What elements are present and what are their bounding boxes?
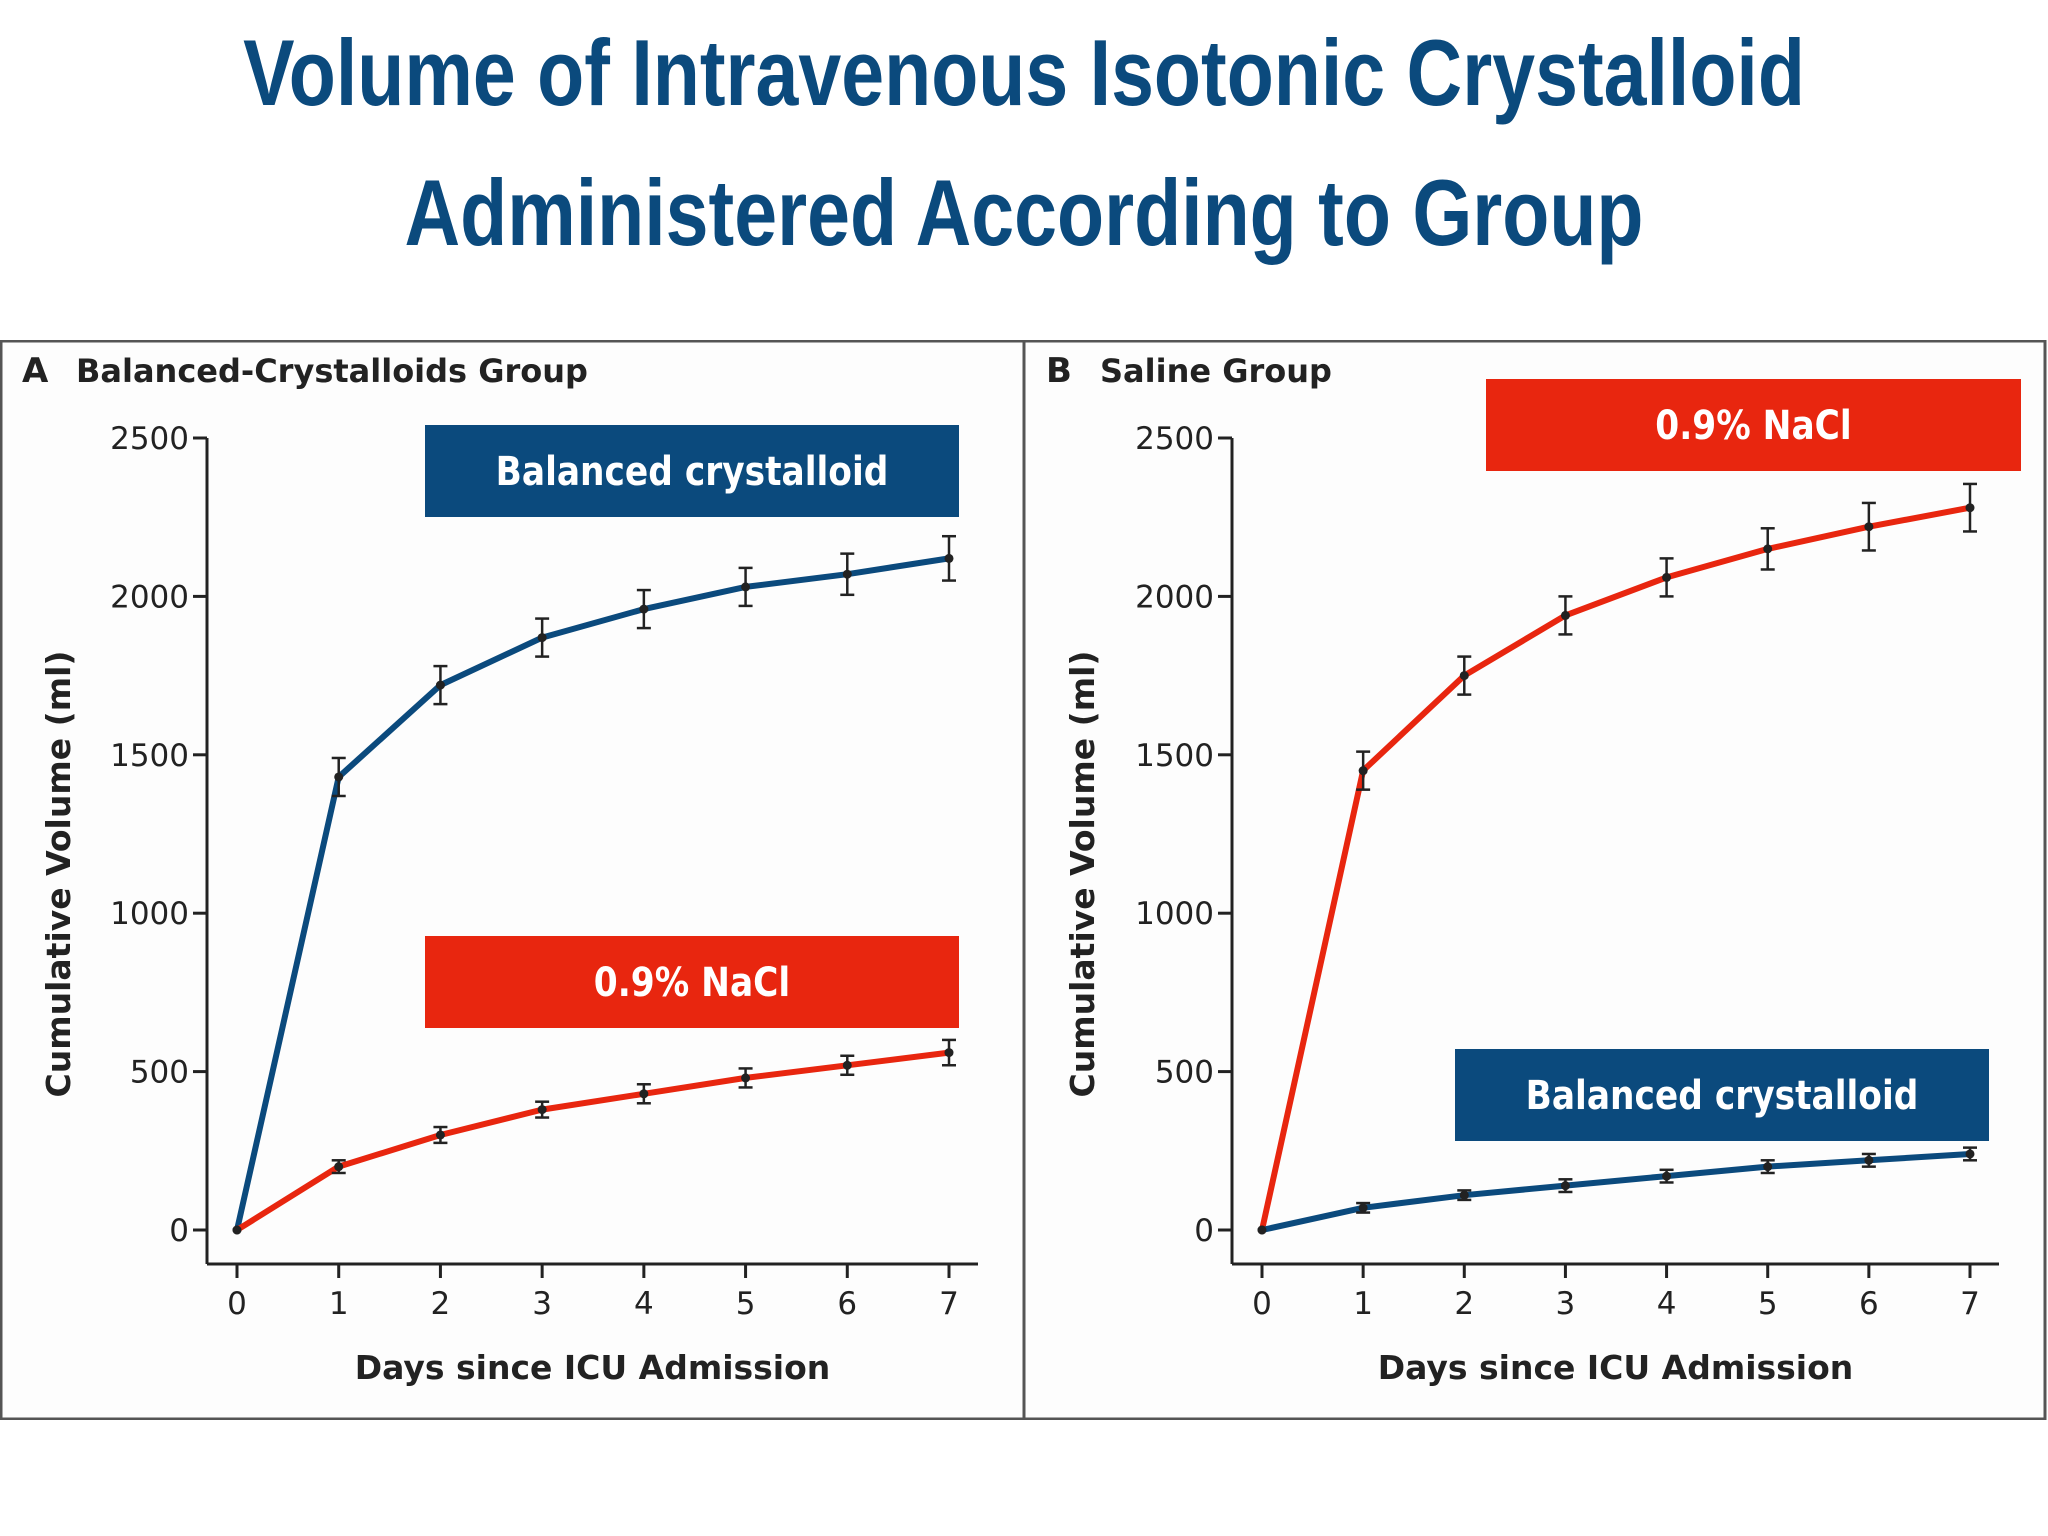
x-tick-label: 0	[1252, 1286, 1272, 1322]
x-tick-label: 7	[1960, 1286, 1980, 1322]
series-line	[234, 555, 952, 1233]
legend-box	[1455, 1049, 1989, 1141]
panel-a: A Balanced-Crystalloids Group050010001500…	[22, 351, 978, 1387]
data-point	[1459, 671, 1469, 681]
data-point	[334, 1162, 344, 1172]
x-tick-label: 7	[939, 1286, 959, 1322]
panel-b: B Saline Group 0 500 1000 1500 2000 2500 0 1 2 3 4 5 6…	[1046, 351, 2021, 1387]
data-point	[1459, 1190, 1469, 1200]
y-axis-label: Cumulative Volume (ml)	[39, 651, 78, 1098]
data-point	[334, 772, 344, 782]
data-point	[944, 1048, 954, 1058]
series-line	[234, 1049, 952, 1233]
y-tick-label: 1000	[1135, 896, 1214, 932]
x-tick-label: 0	[227, 1286, 247, 1322]
x-tick-label: 4	[1657, 1286, 1677, 1322]
panel-title: Saline Group	[1100, 352, 1332, 390]
x-axis-label: Days since ICU Admission	[355, 1348, 831, 1387]
panel-title: Balanced-Crystalloids Group	[76, 352, 588, 390]
data-point	[741, 1073, 751, 1083]
y-tick-label: 0	[1194, 1213, 1214, 1249]
x-tick-label: 2	[431, 1286, 451, 1322]
series-line	[1259, 504, 1973, 1233]
data-point	[842, 569, 852, 579]
data-point	[537, 633, 547, 643]
data-point	[639, 1089, 649, 1099]
panel-letter: A	[22, 351, 49, 391]
data-point	[1965, 503, 1975, 513]
y-tick-label: 2500	[110, 421, 189, 457]
data-point	[1864, 1155, 1874, 1165]
data-point	[1763, 544, 1773, 554]
data-point	[435, 1130, 445, 1140]
data-point	[1257, 1225, 1267, 1235]
data-point	[1864, 522, 1874, 532]
legend-box	[425, 425, 959, 517]
x-axis-label: Days since ICU Admission	[1378, 1348, 1854, 1387]
x-tick-label: 1	[329, 1286, 349, 1322]
x-tick-label: 4	[634, 1286, 654, 1322]
data-point	[232, 1225, 242, 1235]
x-tick-label: 2	[1454, 1286, 1474, 1322]
panel-letter: B	[1046, 351, 1072, 391]
y-tick-label: 1000	[110, 896, 189, 932]
y-tick-label: 2000	[1135, 579, 1214, 615]
y-tick-label: 1500	[1135, 738, 1214, 774]
x-tick-label: 3	[532, 1286, 552, 1322]
data-point	[1662, 1171, 1672, 1181]
x-tick-label: 5	[736, 1286, 756, 1322]
data-point	[944, 553, 954, 563]
x-tick-label: 6	[1859, 1286, 1879, 1322]
y-tick-label: 0	[169, 1213, 189, 1249]
data-point	[741, 582, 751, 592]
y-tick-label: 2500	[1135, 421, 1214, 457]
data-point	[1560, 1181, 1570, 1191]
legend-box	[1486, 379, 2021, 471]
data-point	[639, 604, 649, 614]
series-line	[1259, 1151, 1973, 1233]
data-point	[1763, 1162, 1773, 1172]
y-tick-label: 500	[130, 1055, 189, 1091]
data-point	[537, 1105, 547, 1115]
x-tick-label: 1	[1353, 1286, 1373, 1322]
legend-label: 0.9% NaCl	[594, 958, 790, 1005]
data-point	[1560, 610, 1570, 620]
y-axis-label: Cumulative Volume (ml)	[1063, 651, 1102, 1098]
figure-frame: A Balanced-Crystalloids Group050010001500…	[0, 340, 2047, 1420]
y-tick-label: 500	[1155, 1055, 1214, 1091]
data-point	[842, 1060, 852, 1070]
data-point	[1965, 1149, 1975, 1159]
legend-label: Balanced crystalloid	[1526, 1071, 1919, 1118]
data-point	[435, 680, 445, 690]
y-tick-label: 2000	[110, 579, 189, 615]
data-point	[1662, 572, 1672, 582]
y-tick-label: 1500	[110, 738, 189, 774]
slide-title-line-2: Administered According to Group	[404, 160, 1644, 265]
x-tick-label: 6	[837, 1286, 857, 1322]
slide-title-line-1: Volume of Intravenous Isotonic Crystallo…	[243, 20, 1805, 125]
x-tick-label: 3	[1556, 1286, 1576, 1322]
x-tick-label: 5	[1758, 1286, 1778, 1322]
data-point	[1358, 1203, 1368, 1213]
legend-label: 0.9% NaCl	[1655, 401, 1851, 448]
legend-label: Balanced crystalloid	[496, 447, 889, 494]
legend-box	[425, 936, 959, 1028]
data-point	[1358, 766, 1368, 776]
